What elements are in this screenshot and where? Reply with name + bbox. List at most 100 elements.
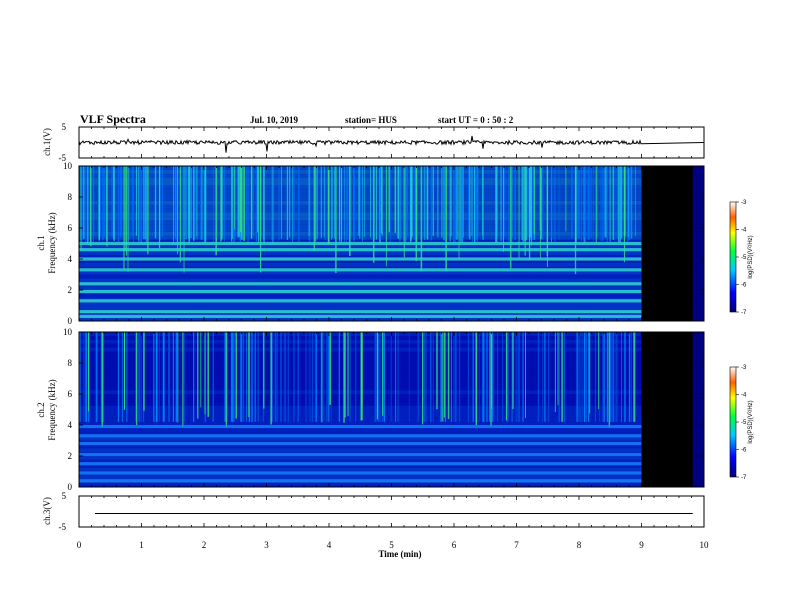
colorbar-tick-label: -7 (741, 475, 747, 481)
spectrogram-texture-row (79, 286, 642, 290)
ch2-spectrogram-panel: 0 2 4 6 8 10 ch.2 Frequency (kHz) (36, 327, 705, 492)
spectrogram-texture-row (79, 243, 642, 248)
ch1-spectrogram-blank (641, 166, 693, 321)
x-tick-label: 7 (514, 540, 519, 550)
spectrogram-texture-row (79, 401, 642, 406)
spectrogram-texture-row (79, 417, 642, 422)
spectrogram-texture-row (79, 343, 642, 348)
ch2-spectrogram-blank (641, 332, 693, 487)
ch2-spectrogram-yticks: 0 2 4 6 8 10 (63, 327, 704, 492)
ch1-ytick-bottom: -5 (59, 153, 67, 163)
y-tick-label: 2 (68, 285, 73, 295)
y-tick-label: 0 (68, 316, 73, 326)
x-tick-label: 3 (264, 540, 269, 550)
spectrogram-texture-row (79, 448, 642, 453)
start-time-label: start UT = 0 : 50 : 2 (438, 115, 514, 125)
ch2-colorbar-label: log(PSD)(V²/Hz) (748, 400, 754, 443)
x-tick-label: 2 (202, 540, 207, 550)
y-tick-label: 4 (68, 254, 73, 264)
spectrogram-texture-row (79, 278, 642, 283)
spectrogram-band (79, 248, 642, 252)
spectrogram-texture-row (79, 363, 642, 367)
y-tick-label: 10 (63, 161, 73, 171)
spectrogram-texture-row (79, 459, 642, 464)
spectrogram-band (79, 442, 642, 446)
ch1-spectrogram-ylabel-channel: ch.1 (36, 235, 46, 250)
ch1-waveform-ticks (78, 127, 705, 158)
spectrogram-band (79, 314, 642, 318)
spectrogram-texture-row (79, 239, 642, 244)
ch3-ytick-top: 5 (62, 491, 67, 501)
spectrogram-band (79, 289, 642, 294)
spectrogram-band (79, 310, 642, 314)
spectrogram-texture-row (79, 456, 642, 460)
x-tick-label: 10 (700, 540, 710, 550)
spectrogram-texture-row (79, 397, 642, 402)
ch3-waveform-frame (78, 495, 705, 528)
spectrogram-band (79, 434, 642, 438)
ch1-colorbar-label: log(PSD)(V²/Hz) (748, 235, 754, 278)
ch1-waveform-line (78, 135, 705, 153)
spectrogram-band (79, 241, 642, 246)
ch1-spectrogram-yticks: 0 2 4 6 8 10 (63, 161, 704, 326)
spectrogram-texture-row (79, 355, 642, 360)
spectrogram-texture-row (79, 359, 642, 363)
ch3-ytick-bottom: -5 (59, 522, 67, 532)
ch2-colorbar-ticks: -3 -4 -5 -6 -7 (736, 365, 747, 481)
spectrogram-texture-row (79, 467, 642, 472)
y-tick-label: 8 (68, 192, 73, 202)
ch2-colorbar-gradient (729, 366, 737, 478)
colorbar-tick-label: -3 (741, 200, 747, 206)
spectrogram-texture-row (79, 405, 642, 410)
spectrogram-texture-row (79, 301, 642, 306)
colorbar-tick-label: -5 (741, 420, 747, 426)
y-tick-label: 6 (68, 223, 73, 233)
spectrogram-texture-row (79, 475, 642, 480)
spectrogram-texture-row (79, 339, 642, 344)
colorbar-tick-label: -3 (741, 365, 747, 371)
spectrogram-texture-row (79, 262, 642, 267)
y-tick-label: 8 (68, 358, 73, 368)
x-tick-label: 5 (389, 540, 394, 550)
spectrogram-band (79, 299, 642, 303)
y-tick-label: 0 (68, 482, 73, 492)
x-tick-label: 1 (139, 540, 144, 550)
colorbar-tick-label: -4 (741, 228, 747, 234)
spectrogram-texture-row (79, 305, 642, 310)
ch1-colorbar-ticks: -3 -4 -5 -6 -7 (736, 200, 747, 316)
x-tick-label: 9 (639, 540, 644, 550)
spectrogram-texture-row (79, 390, 642, 394)
spectrogram-texture-row (79, 428, 642, 433)
ch2-colorbar: -3 -4 -5 -6 -7 log(PSD)(V²/Hz) (729, 365, 754, 481)
ch1-spectrogram-image (79, 166, 642, 321)
ch1-ytick-top: 5 (62, 122, 67, 132)
spectrogram-texture-row (79, 351, 642, 356)
ch1-spectrogram-panel: 0 2 4 6 8 10 ch.1 Frequency (kHz) (36, 161, 705, 326)
spectrogram-texture-row (79, 378, 642, 383)
spectrogram-texture-row (79, 335, 642, 340)
y-tick-label: 10 (63, 327, 73, 337)
ch1-waveform-ylabel: ch.1(V) (42, 128, 52, 156)
colorbar-tick-label: -6 (741, 448, 747, 454)
spectrogram-band (79, 462, 642, 466)
spectrogram-band (79, 257, 642, 261)
spectrogram-texture-row (79, 483, 642, 487)
x-axis-tick-labels: 0 1 2 3 4 5 6 7 8 9 10 (77, 540, 709, 550)
spectrogram-texture-row (79, 463, 642, 468)
spectrogram-texture-row (79, 421, 642, 425)
spectrogram-texture-row (79, 255, 642, 259)
ch1-spectrogram-ylabel-frequency: Frequency (kHz) (47, 212, 57, 273)
ch3-waveform-ylabel: ch.3(V) (42, 497, 52, 525)
spectrogram-texture-row (79, 436, 642, 441)
colorbar-tick-label: -6 (741, 283, 747, 289)
ch1-waveform-panel: 5 -5 ch.1(V) (42, 122, 705, 163)
x-axis-label: Time (min) (378, 549, 421, 559)
station-label: station= HUS (345, 115, 397, 125)
colorbar-tick-label: -7 (741, 310, 747, 316)
x-tick-label: 6 (452, 540, 457, 550)
spectrogram-band (79, 282, 642, 286)
ch1-colorbar: -3 -4 -5 -6 -7 log(PSD)(V²/Hz) (729, 200, 754, 316)
spectrogram-texture-row (79, 274, 642, 279)
figure-title: VLF Spectra (80, 112, 146, 126)
